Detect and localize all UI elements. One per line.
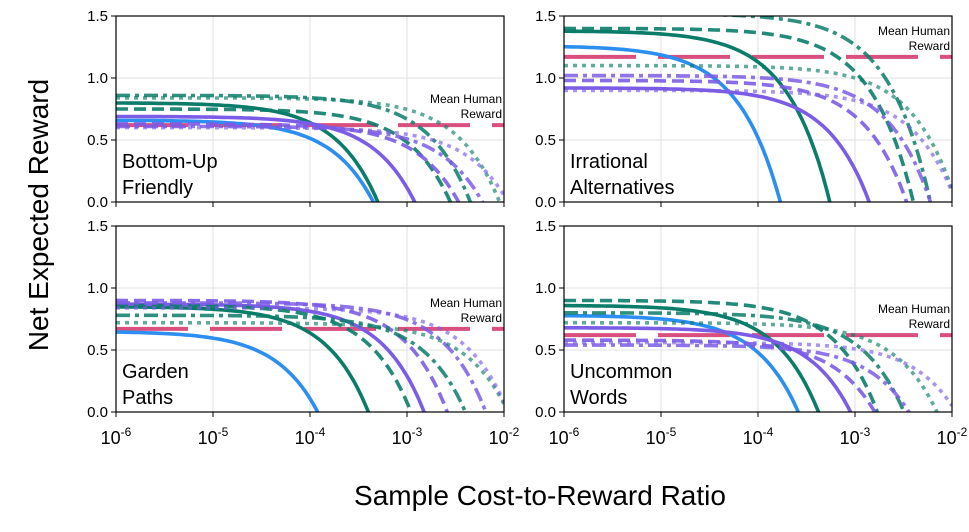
y-tick-label: 0.0	[535, 194, 556, 211]
series-line-green-solid	[116, 101, 380, 202]
y-tick-label: 0.5	[535, 132, 556, 149]
y-tick-label: 1.0	[535, 70, 556, 87]
y-tick-label: 0.0	[87, 194, 108, 211]
series-line-purple-dash	[116, 122, 461, 202]
y-tick-label: 1.5	[87, 8, 108, 25]
series-line-purple-dash	[564, 78, 909, 202]
x-tick-label: 10-6	[549, 425, 580, 448]
series-line-purple-dashdot	[116, 301, 488, 412]
plot-area	[564, 298, 952, 412]
x-tick-label: 10-5	[646, 425, 677, 448]
plot-area	[116, 93, 504, 202]
series-line-green-dot	[564, 320, 939, 412]
series-line-green-dashdot	[564, 310, 906, 412]
series-line-purple-dashdot	[564, 343, 912, 412]
series-line-blue-solid	[116, 118, 376, 202]
mean-human-label-line2: Reward	[909, 39, 950, 53]
y-tick-label: 1.5	[535, 218, 556, 235]
y-tick-label: 0.0	[87, 404, 108, 421]
series-line-purple-dash	[564, 338, 877, 412]
series-line-blue-solid	[564, 44, 783, 202]
series-line-green-dot	[564, 63, 952, 191]
mean-human-label-line2: Reward	[909, 317, 950, 331]
series-line-blue-solid	[564, 313, 801, 412]
series-line-purple-solid	[564, 86, 872, 202]
x-tick-label: 10-3	[392, 425, 423, 448]
x-tick-label: 10-4	[743, 425, 774, 448]
series-line-purple-solid	[564, 325, 853, 412]
x-tick-label: 10-2	[937, 425, 968, 448]
y-tick-label: 1.5	[535, 8, 556, 25]
mean-human-label-line1: Mean Human	[430, 92, 502, 106]
y-tick-label: 0.5	[87, 132, 108, 149]
series-line-purple-dot	[564, 88, 952, 193]
series-line-green-solid	[564, 303, 821, 412]
mean-human-label-line1: Mean Human	[878, 24, 950, 38]
y-tick-label: 0.0	[535, 404, 556, 421]
series-line-green-solid	[564, 29, 832, 202]
y-tick-label: 0.5	[535, 342, 556, 359]
panel-label-line2: Paths	[122, 387, 173, 409]
x-tick-label: 10-2	[489, 425, 520, 448]
series-line-purple-solid	[116, 302, 426, 412]
x-axis-label: Sample Cost-to-Reward Ratio	[354, 480, 726, 511]
series-line-purple-dot	[564, 340, 952, 407]
panel-label-line2: Words	[570, 387, 627, 409]
panel-label-line2: Alternatives	[570, 177, 675, 199]
x-tick-label: 10-6	[101, 425, 132, 448]
series-line-green-dot	[116, 96, 502, 202]
mean-human-label-line1: Mean Human	[430, 296, 502, 310]
series-line-purple-dashdot	[564, 73, 933, 202]
panel-label-line1: Uncommon	[570, 361, 672, 383]
x-tick-label: 10-5	[198, 425, 229, 448]
y-tick-label: 1.5	[87, 218, 108, 235]
y-axis-label: Net Expected Reward	[23, 79, 54, 351]
plot-area	[116, 298, 504, 412]
mean-human-label-line1: Mean Human	[878, 302, 950, 316]
series-line-purple-dot	[116, 125, 504, 197]
panel-label-line1: Irrational	[570, 151, 648, 173]
panel: 0.0 0.5 1.0 1.5 10-6 10-5 10-4 10-3 10-2 Mean Hum…	[535, 218, 968, 448]
series-line-purple-solid	[116, 114, 417, 202]
panel-label-line1: Garden	[122, 361, 189, 383]
panel-label-line2: Friendly	[122, 177, 193, 199]
panel-label-line1: Bottom-Up	[122, 151, 218, 173]
series-line-green-dashdot	[116, 93, 473, 202]
plot-area	[564, 16, 952, 202]
mean-human-label-line2: Reward	[461, 107, 502, 121]
y-tick-label: 1.0	[87, 280, 108, 297]
x-tick-label: 10-3	[840, 425, 871, 448]
y-tick-label: 1.0	[87, 70, 108, 87]
panel: 0.0 0.5 1.0 1.5 10-6 10-5 10-4 10-3 10-2 Mean Hum…	[87, 218, 520, 448]
series-line-green-dot	[116, 320, 504, 405]
mean-human-label-line2: Reward	[461, 311, 502, 325]
series-line-purple-dot	[116, 306, 504, 404]
series-line-blue-solid	[116, 330, 320, 412]
y-tick-label: 1.0	[535, 280, 556, 297]
y-tick-label: 0.5	[87, 342, 108, 359]
x-tick-label: 10-4	[295, 425, 326, 448]
series-line-green-dash	[564, 298, 880, 412]
series-line-green-dashdot	[116, 313, 468, 412]
